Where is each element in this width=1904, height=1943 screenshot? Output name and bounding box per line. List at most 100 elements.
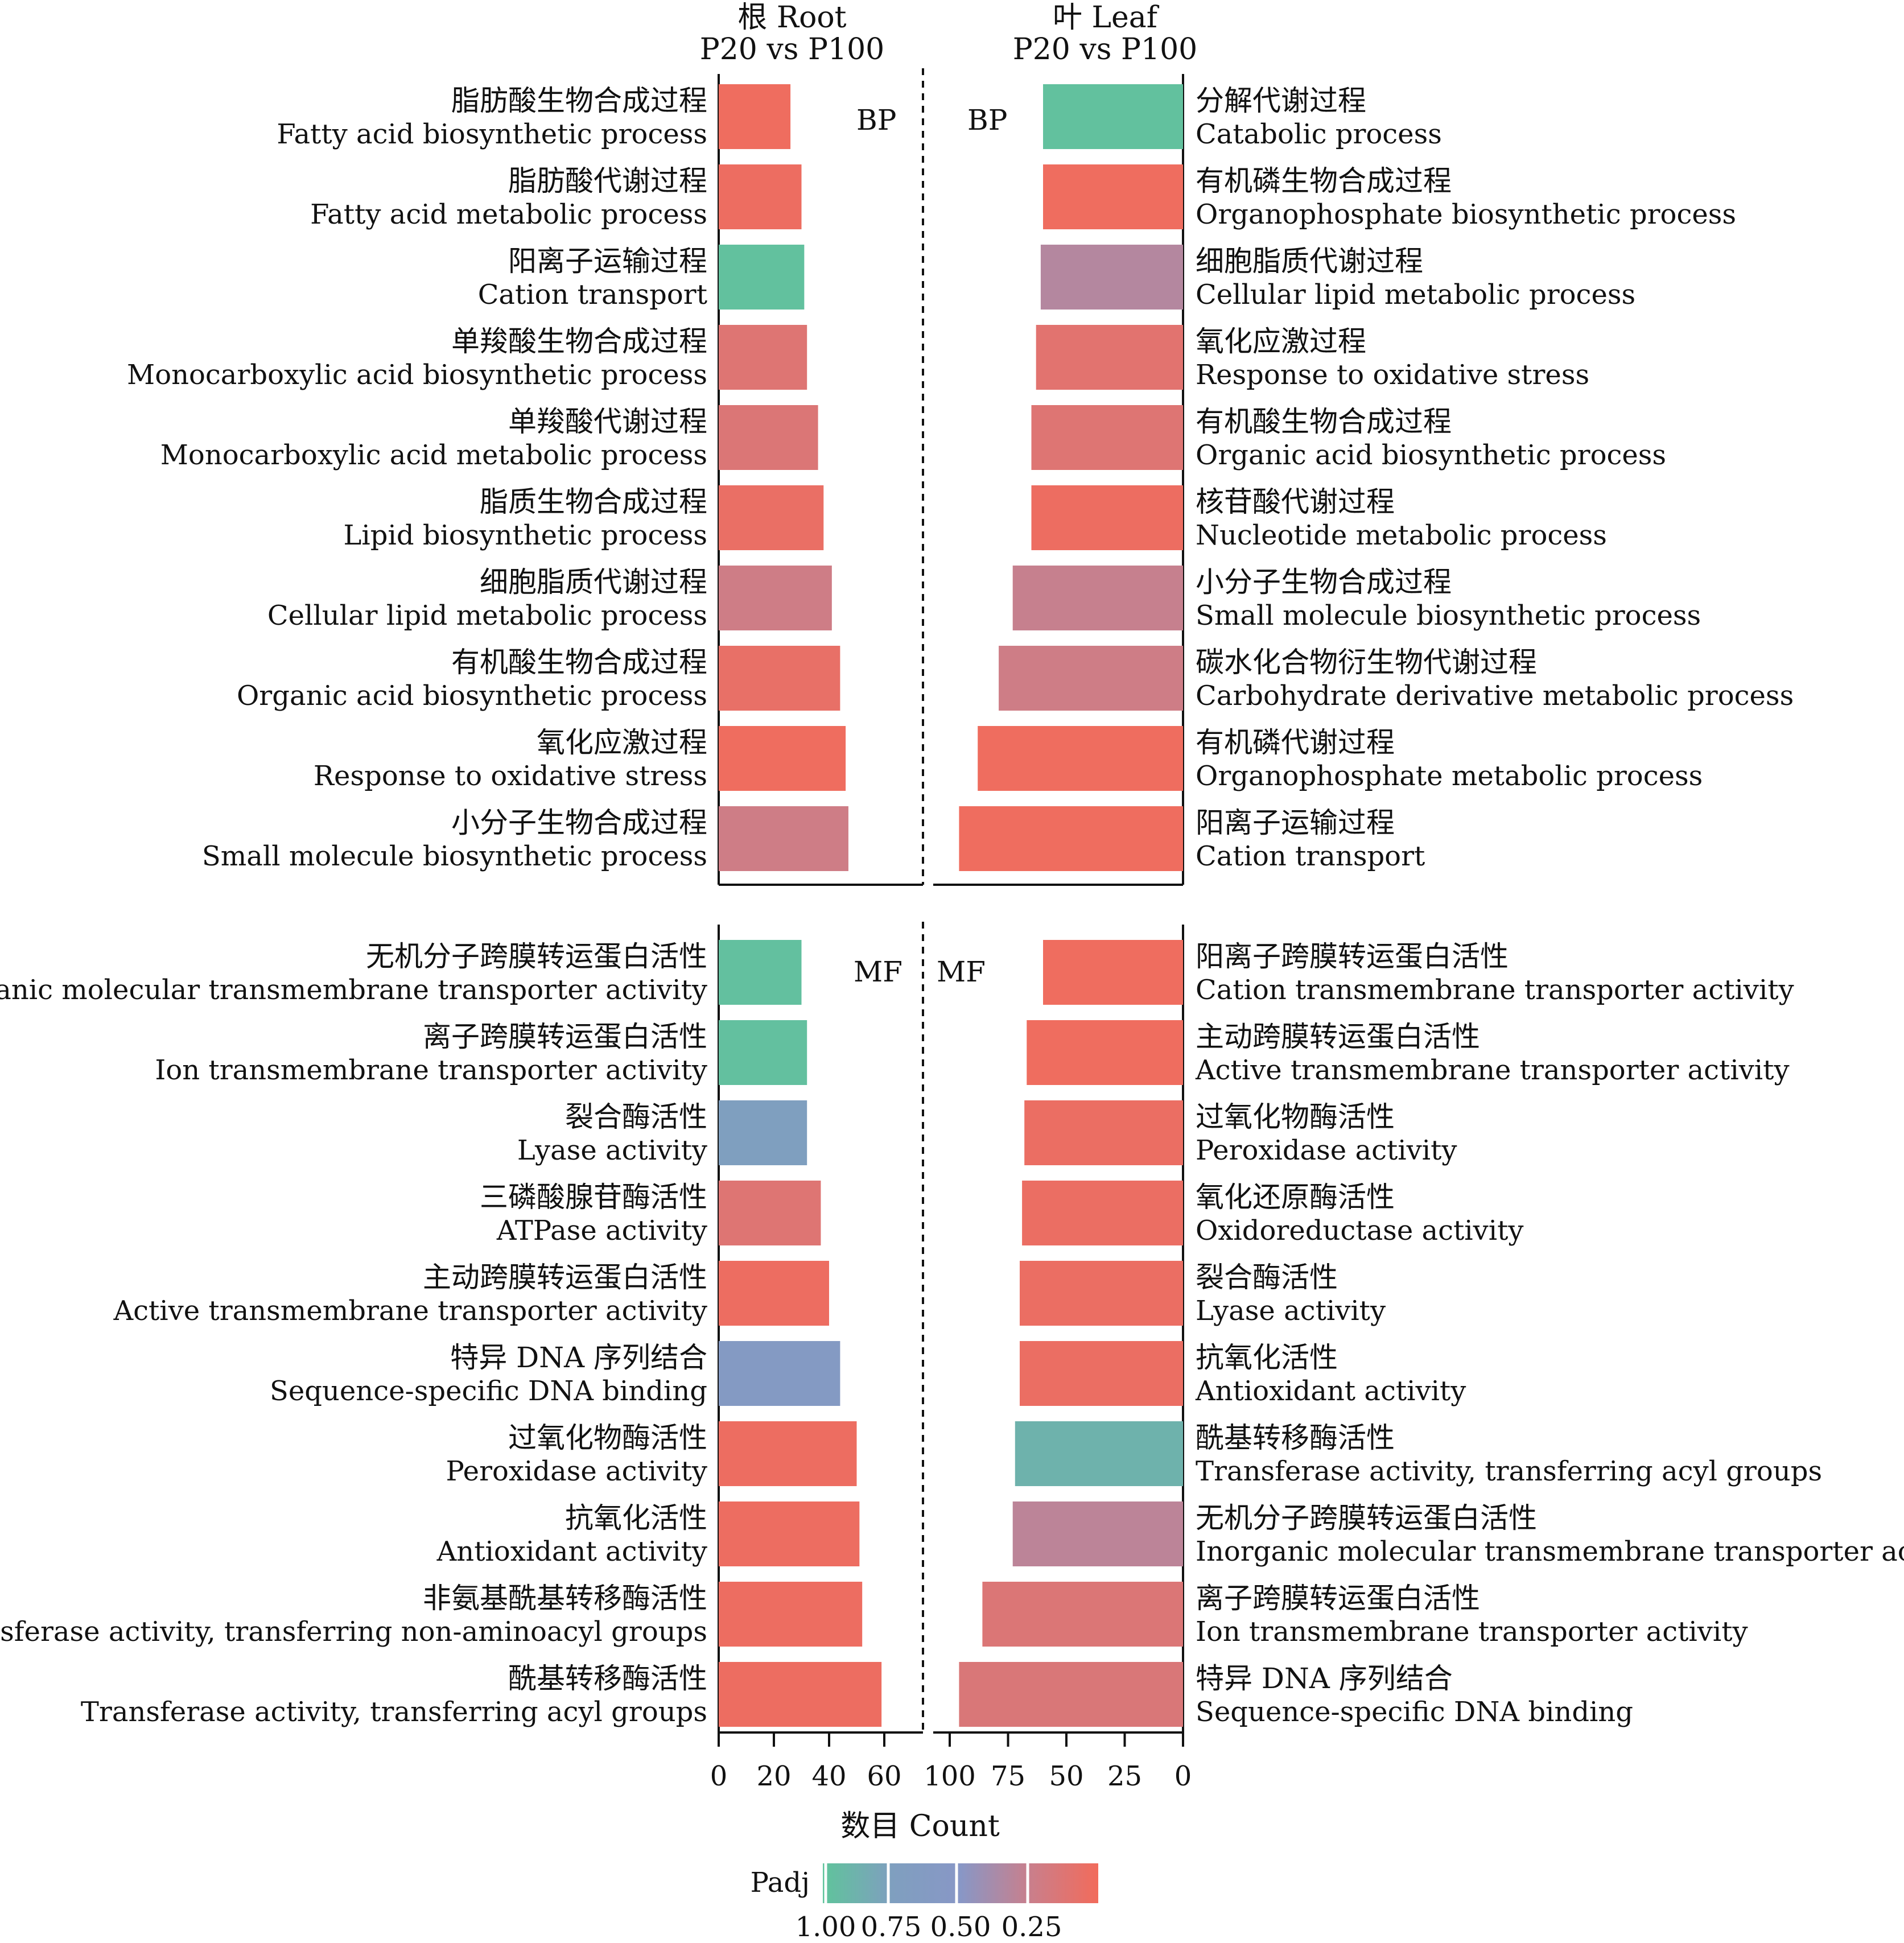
mf-leaf-lyase-activity-bar <box>1020 1261 1183 1326</box>
bp-root-small-molecule-biosynthetic-process-label-cn: 小分子生物合成过程 <box>451 806 707 839</box>
bp-root-fatty-acid-biosynthetic-process-label-cn: 脂肪酸生物合成过程 <box>451 84 707 117</box>
bp-root-response-to-oxidative-stress-label-en: Response to oxidative stress <box>314 760 707 792</box>
legend-color-bar <box>823 1863 1098 1903</box>
mf-leaf-sequence-specific-dna-binding-label-cn: 特异 DNA 序列结合 <box>1196 1662 1453 1695</box>
bp-root-monocarboxylic-acid-biosynthetic-process-label-en: Monocarboxylic acid biosynthetic process <box>127 359 707 391</box>
bp-root-cation-transport-label-cn: 阳离子运输过程 <box>508 245 707 278</box>
bp-leaf-carbohydrate-derivative-metabolic-process-label-cn: 碳水化合物衍生物代谢过程 <box>1196 646 1537 679</box>
mf-root-antioxidant-activity-label-en: Antioxidant activity <box>436 1536 707 1567</box>
bp-root-response-to-oxidative-stress-label-cn: 氧化应激过程 <box>537 726 707 759</box>
legend-label-0-50: 0.50 <box>930 1911 991 1943</box>
bp-leaf-organophosphate-metabolic-process-label-cn: 有机磷代谢过程 <box>1196 726 1395 759</box>
mf-root-peroxidase-activity-bar <box>719 1421 857 1486</box>
bars-layer <box>719 84 1183 1727</box>
bp-leaf-cation-transport-label-cn: 阳离子运输过程 <box>1196 806 1395 839</box>
mf-root-ion-transmembrane-transporter-activity-bar <box>719 1020 807 1085</box>
bp-leaf-response-to-oxidative-stress-bar <box>1036 325 1183 390</box>
mf-root-antioxidant-activity-label-cn: 抗氧化活性 <box>565 1501 707 1534</box>
mf-root-transferase-activity-transferring-non-aminoacyl-groups-bar <box>719 1582 863 1647</box>
mf-root-sequence-specific-dna-binding-label-en: Sequence-specific DNA binding <box>270 1375 707 1407</box>
bp-root-cellular-lipid-metabolic-process-label-en: Cellular lipid metabolic process <box>267 600 707 632</box>
root-header-line2: P20 vs P100 <box>700 32 885 67</box>
legend-label-0-75: 0.75 <box>861 1911 922 1943</box>
root-tick-label-20: 20 <box>756 1760 791 1792</box>
mf-leaf-ion-transmembrane-transporter-activity-label-cn: 离子跨膜转运蛋白活性 <box>1196 1582 1480 1615</box>
legend-label-1-00: 1.00 <box>796 1911 856 1943</box>
mf-leaf-transferase-activity-transferring-acyl-groups-label-cn: 酰基转移酶活性 <box>1196 1421 1395 1454</box>
bp-leaf-small-molecule-biosynthetic-process-label-en: Small molecule biosynthetic process <box>1196 600 1701 632</box>
root-count-axis: 0 20 40 60 <box>710 1732 902 1792</box>
bp-leaf-response-to-oxidative-stress-label-en: Response to oxidative stress <box>1196 359 1589 391</box>
bp-leaf-carbohydrate-derivative-metabolic-process-bar <box>999 646 1183 711</box>
bp-root-fatty-acid-metabolic-process-label-cn: 脂肪酸代谢过程 <box>508 164 707 197</box>
legend-title: Padj <box>751 1867 810 1899</box>
mf-leaf-inorganic-molecular-transmembrane-transporter-activity-label-en: Inorganic molecular transmembrane transp… <box>1196 1536 1904 1567</box>
mf-root-atpase-activity-label-cn: 三磷酸腺苷酶活性 <box>480 1181 707 1214</box>
bp-leaf-nucleotide-metabolic-process-label-cn: 核苷酸代谢过程 <box>1196 485 1395 518</box>
mf-leaf-transferase-activity-transferring-acyl-groups-label-en: Transferase activity, transferring acyl … <box>1196 1455 1822 1487</box>
mf-leaf-active-transmembrane-transporter-activity-label-cn: 主动跨膜转运蛋白活性 <box>1196 1020 1480 1053</box>
bp-root-organic-acid-biosynthetic-process-label-cn: 有机酸生物合成过程 <box>451 646 707 679</box>
leaf-count-axis: 100 75 50 25 0 <box>924 1732 1192 1792</box>
mf-leaf-sequence-specific-dna-binding-label-en: Sequence-specific DNA binding <box>1196 1696 1633 1728</box>
bp-root-monocarboxylic-acid-metabolic-process-label-cn: 单羧酸代谢过程 <box>508 405 707 438</box>
mf-root-active-transmembrane-transporter-activity-label-cn: 主动跨膜转运蛋白活性 <box>423 1261 707 1294</box>
mf-root-antioxidant-activity-bar <box>719 1501 860 1566</box>
mf-root-atpase-activity-bar <box>719 1181 821 1245</box>
mf-leaf-antioxidant-activity-bar <box>1020 1341 1183 1406</box>
bp-leaf-organic-acid-biosynthetic-process-label-en: Organic acid biosynthetic process <box>1196 439 1666 471</box>
bp-leaf-tag: BP <box>967 104 1007 137</box>
mf-root-inorganic-molecular-transmembrane-transporter-activity-label-cn: 无机分子跨膜转运蛋白活性 <box>366 940 707 973</box>
mf-leaf-peroxidase-activity-label-en: Peroxidase activity <box>1196 1135 1457 1166</box>
mf-leaf-inorganic-molecular-transmembrane-transporter-activity-bar <box>1012 1501 1183 1566</box>
bp-leaf-organophosphate-biosynthetic-process-bar <box>1043 164 1183 229</box>
bp-root-cation-transport-label-en: Cation transport <box>478 279 707 311</box>
root-tick-label-60: 60 <box>867 1760 901 1792</box>
bp-leaf-small-molecule-biosynthetic-process-label-cn: 小分子生物合成过程 <box>1196 566 1452 599</box>
bp-leaf-response-to-oxidative-stress-label-cn: 氧化应激过程 <box>1196 325 1366 358</box>
mf-leaf-cation-transmembrane-transporter-activity-label-en: Cation transmembrane transporter activit… <box>1196 974 1794 1006</box>
mf-root-lyase-activity-bar <box>719 1100 807 1165</box>
bp-leaf-carbohydrate-derivative-metabolic-process-label-en: Carbohydrate derivative metabolic proces… <box>1196 680 1794 712</box>
mf-leaf-transferase-activity-transferring-acyl-groups-bar <box>1015 1421 1183 1486</box>
mf-root-active-transmembrane-transporter-activity-label-en: Active transmembrane transporter activit… <box>113 1295 707 1327</box>
bp-leaf-organophosphate-metabolic-process-label-en: Organophosphate metabolic process <box>1196 760 1703 792</box>
root-header-line1: 根 Root <box>737 1 846 35</box>
mf-leaf-oxidoreductase-activity-label-cn: 氧化还原酶活性 <box>1196 1181 1395 1214</box>
mf-leaf-tag: MF <box>937 955 986 988</box>
mf-root-inorganic-molecular-transmembrane-transporter-activity-label-en: Inorganic molecular transmembrane transp… <box>0 974 707 1006</box>
mf-root-transferase-activity-transferring-acyl-groups-label-cn: 酰基转移酶活性 <box>508 1662 707 1695</box>
bp-root-tag: BP <box>856 104 896 137</box>
mf-root-tag: MF <box>854 955 902 988</box>
mf-leaf-oxidoreductase-activity-label-en: Oxidoreductase activity <box>1196 1215 1524 1247</box>
mf-leaf-cation-transmembrane-transporter-activity-bar <box>1043 940 1183 1005</box>
bp-leaf-catabolic-process-label-cn: 分解代谢过程 <box>1196 84 1366 117</box>
bp-leaf-cellular-lipid-metabolic-process-bar <box>1040 245 1183 310</box>
bp-root-organic-acid-biosynthetic-process-label-en: Organic acid biosynthetic process <box>237 680 707 712</box>
root-tick-label-40: 40 <box>811 1760 846 1792</box>
leaf-header-line2: P20 vs P100 <box>1013 32 1198 67</box>
bp-leaf-organophosphate-biosynthetic-process-label-cn: 有机磷生物合成过程 <box>1196 164 1452 197</box>
mf-leaf-inorganic-molecular-transmembrane-transporter-activity-label-cn: 无机分子跨膜转运蛋白活性 <box>1196 1501 1537 1534</box>
bp-root-monocarboxylic-acid-metabolic-process-bar <box>719 405 818 470</box>
mf-root-sequence-specific-dna-binding-label-cn: 特异 DNA 序列结合 <box>450 1341 707 1374</box>
bp-leaf-organophosphate-metabolic-process-bar <box>978 726 1183 791</box>
bp-root-fatty-acid-metabolic-process-bar <box>719 164 802 229</box>
mf-leaf-lyase-activity-label-cn: 裂合酶活性 <box>1196 1261 1338 1294</box>
mf-leaf-antioxidant-activity-label-en: Antioxidant activity <box>1195 1375 1466 1407</box>
mf-root-inorganic-molecular-transmembrane-transporter-activity-bar <box>719 940 802 1005</box>
mf-root-transferase-activity-transferring-acyl-groups-label-en: Transferase activity, transferring acyl … <box>81 1696 707 1728</box>
mf-root-ion-transmembrane-transporter-activity-label-cn: 离子跨膜转运蛋白活性 <box>423 1020 707 1053</box>
x-axis-label: 数目 Count <box>840 1809 1000 1843</box>
leaf-header-line1: 叶 Leaf <box>1053 1 1160 35</box>
bp-root-cellular-lipid-metabolic-process-label-cn: 细胞脂质代谢过程 <box>480 566 707 599</box>
legend-label-0-25: 0.25 <box>1002 1911 1062 1943</box>
bp-leaf-organophosphate-biosynthetic-process-label-en: Organophosphate biosynthetic process <box>1196 199 1736 230</box>
bp-root-cellular-lipid-metabolic-process-bar <box>719 566 832 630</box>
mf-leaf-oxidoreductase-activity-bar <box>1022 1181 1183 1245</box>
bp-root-lipid-biosynthetic-process-label-cn: 脂质生物合成过程 <box>480 485 707 518</box>
bp-root-monocarboxylic-acid-metabolic-process-label-en: Monocarboxylic acid metabolic process <box>160 439 707 471</box>
mf-leaf-cation-transmembrane-transporter-activity-label-cn: 阳离子跨膜转运蛋白活性 <box>1196 940 1509 973</box>
bp-leaf-nucleotide-metabolic-process-bar <box>1031 485 1183 550</box>
bp-leaf-small-molecule-biosynthetic-process-bar <box>1012 566 1183 630</box>
